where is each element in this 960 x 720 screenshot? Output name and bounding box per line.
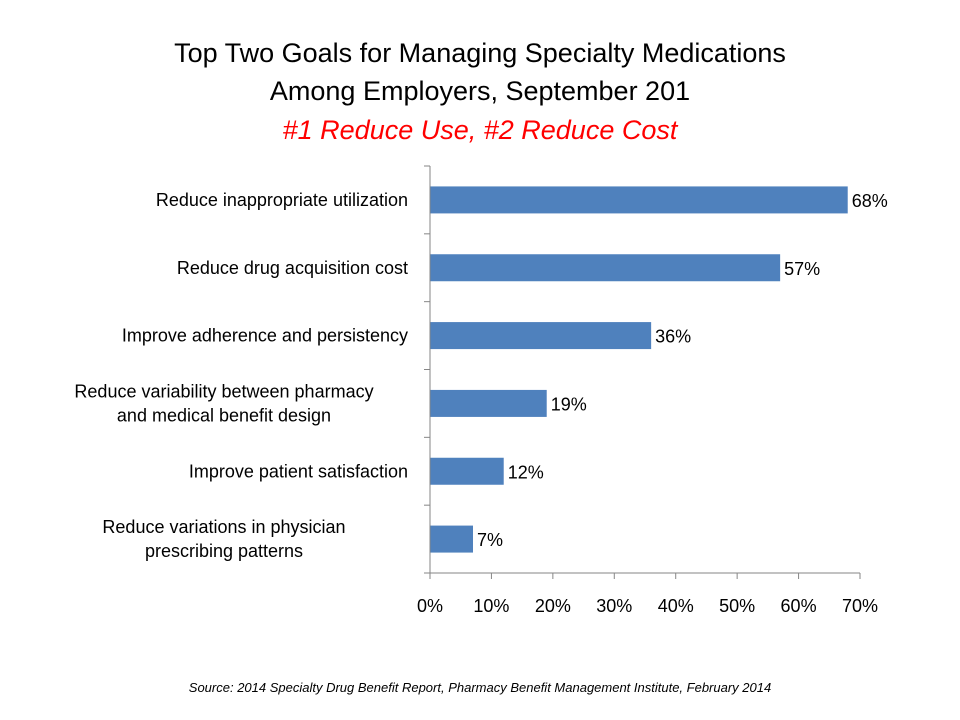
category-label-line: and medical benefit design	[117, 405, 331, 425]
category-label-line: Reduce variations in physician	[102, 517, 345, 537]
category-label-line: prescribing patterns	[145, 541, 303, 561]
bar	[430, 389, 547, 417]
category-label: Reduce variability between pharmacy and m…	[74, 381, 373, 425]
x-tick-label: 10%	[473, 596, 509, 616]
category-label-line: Reduce variability between pharmacy	[74, 381, 373, 401]
x-tick-label: 40%	[658, 596, 694, 616]
category-label-line: Reduce inappropriate utilization	[156, 190, 408, 210]
chart-title: Top Two Goals for Managing Specialty Med…	[174, 38, 786, 68]
bar	[430, 186, 848, 214]
bar	[430, 322, 652, 350]
chart-title-line-2: Among Employers, September 201	[269, 76, 691, 106]
x-tick-label: 20%	[535, 596, 571, 616]
x-tick-label: 60%	[781, 596, 817, 616]
category-label: Reduce variations in physician prescribin…	[102, 517, 345, 561]
category-label-line: Improve patient satisfaction	[189, 461, 408, 481]
data-label: 19%	[551, 394, 587, 414]
category-label: Reduce inappropriate utilization	[156, 190, 408, 210]
data-label: 12%	[508, 462, 544, 482]
x-tick-label: 70%	[842, 596, 878, 616]
category-label: Improve patient satisfaction	[189, 461, 408, 481]
category-label-line: Improve adherence and persistency	[122, 326, 408, 346]
source-note: Source: 2014 Specialty Drug Benefit Repo…	[188, 680, 772, 695]
data-label: 7%	[477, 530, 503, 550]
bar	[430, 525, 473, 553]
category-label: Reduce drug acquisition cost	[177, 258, 408, 278]
category-label: Improve adherence and persistency	[122, 326, 408, 346]
x-tick-label: 50%	[719, 596, 755, 616]
data-label: 57%	[784, 259, 820, 279]
category-label-line: Reduce drug acquisition cost	[177, 258, 408, 278]
bar	[430, 254, 781, 282]
x-tick-label: 0%	[417, 596, 443, 616]
data-label: 36%	[655, 327, 691, 347]
x-tick-label: 30%	[596, 596, 632, 616]
data-label: 68%	[852, 191, 888, 211]
bar	[430, 457, 504, 485]
chart-subtitle: #1 Reduce Use, #2 Reduce Cost	[282, 115, 678, 145]
